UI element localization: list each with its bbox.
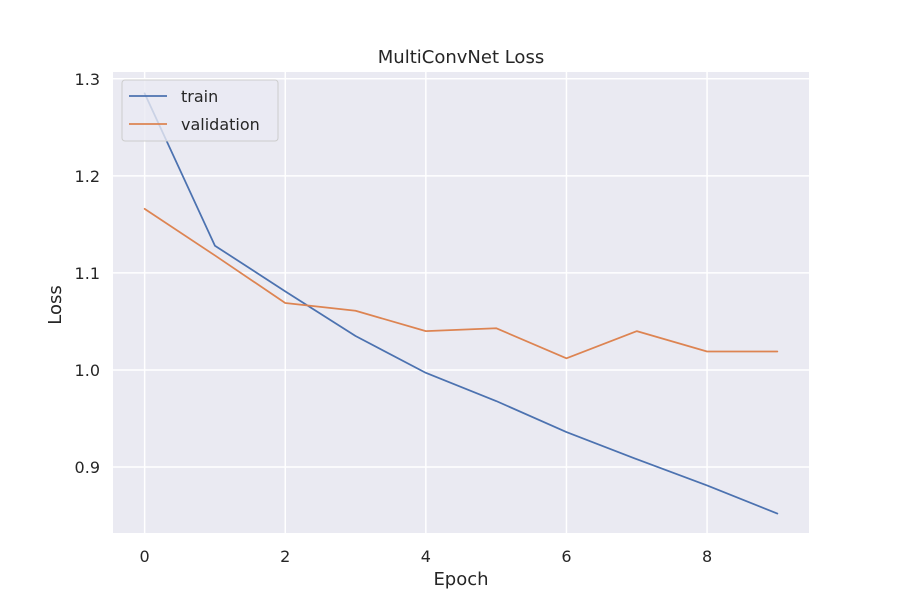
y-tick-label: 1.3 bbox=[75, 70, 100, 89]
legend-label-validation: validation bbox=[181, 115, 260, 134]
x-axis-title: Epoch bbox=[433, 569, 488, 590]
legend-label-train: train bbox=[181, 87, 218, 106]
y-tick-label: 1.1 bbox=[75, 264, 100, 283]
x-tick-label: 2 bbox=[280, 547, 290, 566]
x-tick-label: 8 bbox=[702, 547, 712, 566]
y-tick-label: 0.9 bbox=[75, 458, 100, 477]
x-tick-label: 0 bbox=[140, 547, 150, 566]
legend: train validation bbox=[121, 79, 279, 142]
y-axis-title: Loss bbox=[45, 285, 66, 324]
x-tick-label: 4 bbox=[421, 547, 431, 566]
tick-labels: 0 2 4 6 8 0.9 1.0 1.1 1.2 1.3 bbox=[75, 70, 713, 566]
series-line-train bbox=[143, 92, 779, 515]
y-tick-label: 1.0 bbox=[75, 361, 100, 380]
chart-title: MultiConvNet Loss bbox=[378, 47, 544, 68]
grid bbox=[113, 72, 809, 533]
y-tick-label: 1.2 bbox=[75, 167, 100, 186]
series-layer bbox=[143, 92, 779, 515]
plot-area bbox=[113, 72, 809, 533]
series-line-validation bbox=[143, 207, 779, 360]
x-tick-label: 6 bbox=[561, 547, 571, 566]
